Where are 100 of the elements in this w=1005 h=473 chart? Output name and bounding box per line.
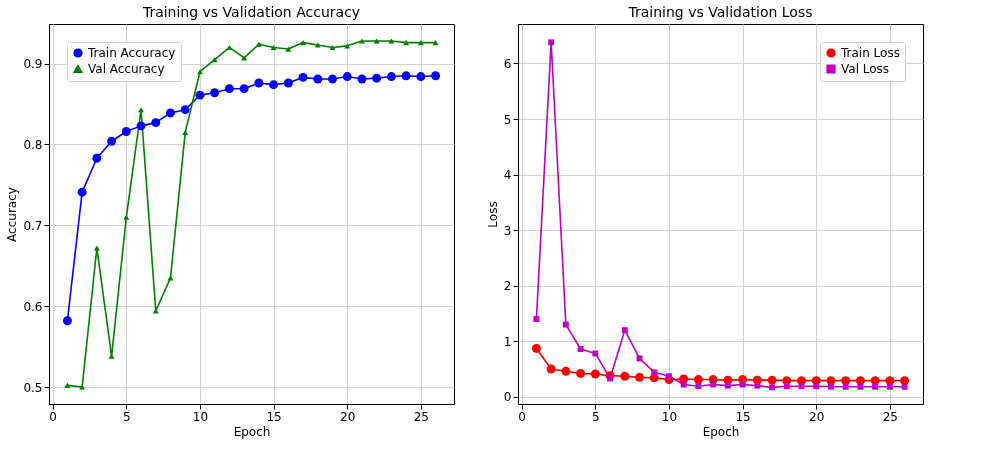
point	[79, 384, 86, 390]
point	[548, 39, 555, 46]
point	[210, 88, 220, 98]
y-tick-label: 0	[503, 390, 512, 405]
point	[93, 245, 100, 251]
point	[386, 72, 396, 82]
point	[255, 41, 262, 47]
point	[107, 136, 117, 146]
y-tick-label: 0.9	[23, 57, 43, 72]
point	[590, 369, 600, 379]
point	[372, 73, 382, 83]
point	[313, 74, 323, 84]
point	[695, 383, 702, 390]
point	[739, 381, 746, 388]
point	[211, 57, 218, 63]
point	[121, 127, 131, 136]
x-tick-label: 5	[123, 409, 131, 424]
point	[182, 129, 189, 135]
point	[561, 366, 571, 376]
point	[842, 383, 849, 390]
x-tick-label: 0	[518, 409, 526, 424]
point	[300, 40, 306, 46]
point	[813, 383, 820, 390]
point	[841, 376, 851, 386]
x-tick-label: 20	[809, 409, 825, 424]
point	[870, 376, 880, 386]
y-tick-label: 3	[503, 223, 512, 238]
point	[77, 187, 87, 197]
y-axis-title: Loss	[485, 201, 500, 228]
point	[576, 368, 586, 378]
point	[314, 42, 321, 48]
y-tick-label: 0.5	[23, 380, 43, 395]
point	[416, 72, 426, 82]
point	[342, 72, 352, 82]
x-tick-label: 25	[413, 409, 429, 424]
x-axis-title: Epoch	[233, 424, 271, 439]
point	[239, 84, 249, 94]
y-tick-label: 0.7	[23, 218, 43, 233]
point	[388, 38, 395, 44]
point	[431, 71, 441, 81]
x-tick-label: 25	[882, 409, 898, 424]
x-tick-label: 20	[340, 409, 356, 424]
point	[546, 364, 556, 374]
point	[577, 346, 584, 352]
point	[62, 316, 72, 326]
point	[328, 74, 337, 84]
point	[403, 40, 410, 46]
point	[180, 105, 190, 115]
point	[885, 376, 895, 386]
point	[607, 375, 613, 382]
point	[136, 121, 146, 131]
y-tick-label: 5	[503, 112, 512, 127]
point	[373, 38, 380, 44]
point	[754, 382, 761, 389]
x-tick-label: 10	[192, 409, 209, 424]
y-tick-label: 0.6	[23, 299, 43, 314]
y-axis-title: Accuracy	[5, 187, 20, 242]
point	[195, 90, 205, 100]
y-tick-label: 4	[503, 168, 512, 183]
point	[226, 44, 233, 51]
point	[417, 40, 424, 46]
y-tick-label: 2	[503, 279, 512, 294]
legend-label: Train Accuracy	[87, 46, 176, 60]
point	[531, 343, 541, 353]
point	[269, 80, 279, 90]
point	[64, 382, 71, 388]
point	[254, 78, 264, 88]
point	[828, 383, 834, 390]
point	[592, 350, 599, 357]
x-tick-label: 15	[735, 409, 751, 424]
point	[621, 327, 628, 334]
legend-label: Val Loss	[841, 62, 890, 76]
point	[783, 383, 790, 390]
point	[769, 384, 775, 391]
y-tick-label: 6	[503, 56, 512, 71]
y-tick-label: 1	[503, 334, 512, 349]
point	[651, 369, 658, 376]
point	[724, 382, 731, 389]
point	[620, 371, 630, 381]
legend-label: Val Accuracy	[88, 62, 165, 76]
x-axis-title: Epoch	[702, 424, 740, 439]
point	[108, 353, 115, 359]
x-tick-label: 0	[49, 409, 57, 424]
point	[224, 84, 234, 94]
x-tick-label: 5	[592, 409, 600, 424]
point	[562, 321, 569, 328]
point	[357, 74, 367, 84]
point	[680, 381, 687, 388]
point	[666, 373, 672, 380]
point	[635, 372, 644, 382]
point	[432, 40, 439, 46]
point	[123, 214, 130, 220]
point	[857, 383, 864, 390]
point	[241, 55, 248, 61]
x-tick-label: 10	[661, 409, 678, 424]
point	[270, 44, 277, 51]
point	[401, 71, 411, 81]
point	[285, 46, 292, 52]
point	[329, 44, 336, 51]
point	[533, 316, 540, 322]
